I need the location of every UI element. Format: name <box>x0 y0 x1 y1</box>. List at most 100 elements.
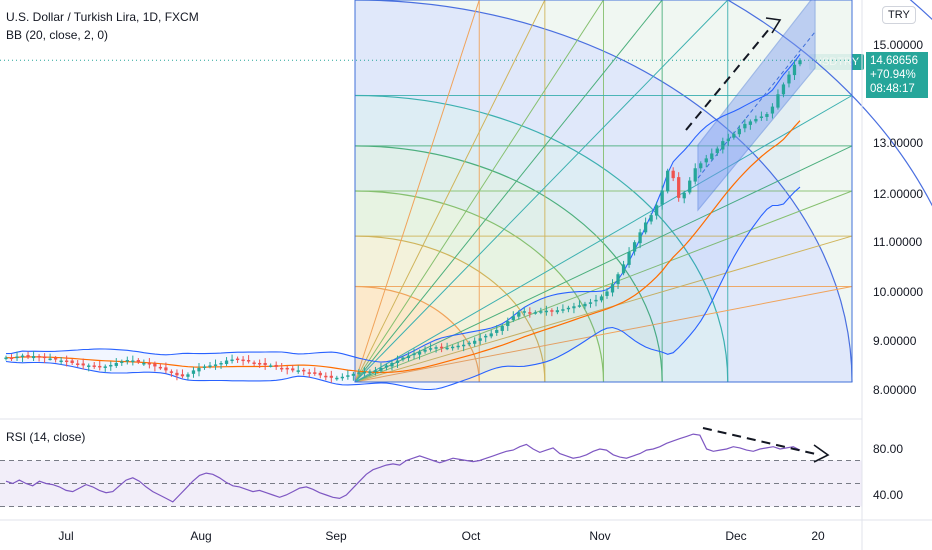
candle-body <box>20 355 25 358</box>
trend-arrow-line <box>685 27 771 131</box>
candle-body <box>9 357 14 360</box>
candle-body <box>417 351 422 355</box>
bar-countdown: 08:48:17 <box>870 83 915 95</box>
candle-body <box>439 346 444 349</box>
candle-body <box>759 116 764 118</box>
candle-body <box>147 362 152 365</box>
candle-body <box>324 375 328 378</box>
candle-body <box>153 363 157 367</box>
candle-body <box>158 366 163 369</box>
candle-body <box>230 359 234 362</box>
currency-button[interactable]: TRY <box>882 6 916 24</box>
bollinger-lower-band <box>5 186 801 391</box>
candle-body <box>98 365 102 368</box>
rsi-legend[interactable]: RSI (14, close) <box>6 430 86 444</box>
price-axis-label: 8.00000 <box>873 383 917 397</box>
fib-arc <box>354 0 853 383</box>
candle-body <box>484 335 488 338</box>
candle-body <box>280 367 284 370</box>
candle-body <box>274 364 278 367</box>
candle-body <box>175 372 179 376</box>
candle-body <box>390 362 394 367</box>
candle-body <box>4 357 8 360</box>
candle-body <box>318 372 322 376</box>
candle-body <box>566 307 571 310</box>
candle-body <box>65 360 69 363</box>
candle-body <box>208 365 212 367</box>
candle-body <box>296 370 300 372</box>
candle-body <box>114 362 118 366</box>
fib-fan-ray <box>354 286 853 383</box>
candle-body <box>616 274 620 285</box>
price-axis-label: 15.00000 <box>873 38 923 52</box>
candle-body <box>671 170 675 179</box>
candle-body <box>539 311 543 313</box>
time-axis-label: Oct <box>462 529 481 543</box>
candle-body <box>26 355 30 358</box>
candle-body <box>346 375 350 377</box>
candle-body <box>599 296 604 301</box>
candle-body <box>506 321 510 327</box>
price-change: +70.94% <box>870 69 916 81</box>
candle-body <box>787 74 791 84</box>
candle-body <box>693 168 697 182</box>
fib-arc <box>354 285 480 383</box>
candle-body <box>544 310 549 313</box>
candle-body <box>456 345 460 348</box>
candle-body <box>103 366 107 368</box>
fib-fan-ray <box>354 0 663 383</box>
candle-body <box>357 372 361 374</box>
candle-body <box>164 367 168 371</box>
price-axis-label: 10.00000 <box>873 285 923 299</box>
candle-body <box>638 232 642 244</box>
candle-body <box>467 342 471 345</box>
fib-fan-border <box>354 0 853 383</box>
time-axis-label: Dec <box>725 529 746 543</box>
candle-body <box>583 303 587 307</box>
candle-body <box>660 190 664 205</box>
candle-body <box>533 312 537 314</box>
candle-body <box>632 242 637 252</box>
fib-fan-ray <box>354 0 729 383</box>
candle-body <box>136 360 140 362</box>
candle-body <box>307 372 311 374</box>
candle-body <box>605 291 609 296</box>
candle-body <box>715 148 719 153</box>
candle-body <box>621 264 626 274</box>
candle-body <box>666 170 670 192</box>
candle-body <box>776 94 780 108</box>
price-axis-label: 12.00000 <box>873 187 923 201</box>
time-axis-label: Aug <box>190 529 211 543</box>
candle-body <box>395 360 400 363</box>
candle-body <box>131 360 135 363</box>
last-price-tag: 14.68656 +70.94% 08:48:17 <box>866 52 928 98</box>
candle-body <box>53 358 58 360</box>
candle-body <box>379 367 383 371</box>
candle-body <box>561 309 565 311</box>
candle-body <box>688 180 692 193</box>
candle-body <box>721 141 725 150</box>
fib-fan-ray <box>354 0 480 383</box>
candle-body <box>125 360 129 362</box>
candle-body <box>252 362 256 364</box>
candle-body <box>748 121 753 125</box>
candle-body <box>500 326 504 331</box>
rsi-axis-label: 80.00 <box>873 442 903 456</box>
candle-body <box>699 163 703 169</box>
fib-fan-ray <box>354 95 853 383</box>
candle-body <box>81 363 85 366</box>
candle-body <box>42 356 47 359</box>
bollinger-bands-legend[interactable]: BB (20, close, 2, 0) <box>6 28 109 42</box>
price-axis-label: 11.00000 <box>873 235 922 249</box>
candle-body <box>412 353 416 356</box>
candle-body <box>743 123 747 129</box>
candle-body <box>423 349 427 352</box>
candle-body <box>704 158 708 163</box>
candle-body <box>180 374 185 377</box>
candle-body <box>765 114 769 117</box>
candle-body <box>335 377 339 380</box>
candle-body <box>219 362 223 365</box>
candle-body <box>37 356 41 358</box>
candle-body <box>781 84 786 95</box>
